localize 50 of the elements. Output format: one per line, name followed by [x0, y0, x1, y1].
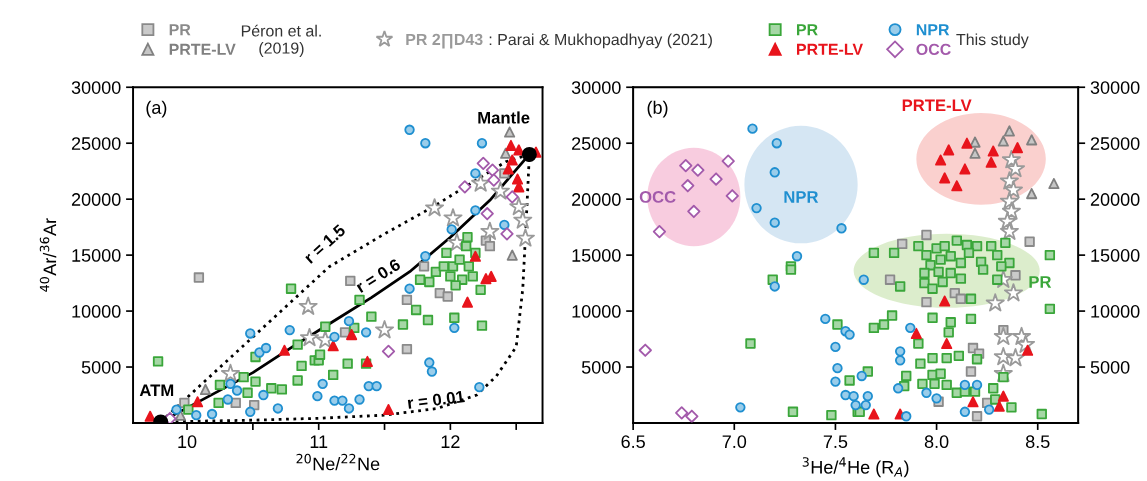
y2-tick-label: 25000: [1090, 137, 1140, 150]
legend-label: PR: [169, 24, 191, 36]
y-tick-label: 20000: [71, 193, 121, 206]
y2-tick-label: 20000: [1090, 193, 1140, 206]
x-tick-label: 7.5: [823, 435, 848, 449]
y2-tick-label: 30000: [1090, 81, 1140, 94]
x-tick-label: 8.0: [924, 435, 949, 449]
y-tick-label: 25000: [572, 137, 621, 150]
x-tick-label: 12: [441, 435, 460, 448]
y-tick-label: 20000: [572, 193, 621, 206]
text: : Parai & Mukhopadhyay (2021): [489, 33, 712, 49]
y-tick-label: 15000: [572, 249, 621, 262]
y-axis-title: $^{40}$Ar/$^{36}$Ar: [39, 218, 57, 292]
annotation: ATM: [139, 384, 174, 397]
annotation: OCC: [639, 191, 676, 203]
text: This study: [956, 33, 1029, 49]
legend-label: PRTE-LV: [796, 43, 863, 55]
annotation: PR: [1029, 276, 1052, 288]
annotation: r = 0.01: [407, 390, 465, 409]
y-tick-label: 30000: [571, 81, 621, 94]
x-tick-label: 7.0: [722, 435, 747, 449]
annotation: (b): [647, 100, 668, 118]
legend-label: OCC: [916, 43, 951, 56]
y-tick-label: 5000: [81, 360, 121, 374]
x-axis-title: $^{20}$Ne/$^{22}$Ne: [296, 453, 380, 471]
y-tick-label: 10000: [572, 305, 621, 318]
text: Péron et al. (2019): [241, 24, 321, 57]
legend-label: PRTE-LV: [169, 43, 236, 55]
legend-label: PR 2∏D43: [406, 33, 483, 49]
legend-label: PR: [796, 24, 818, 36]
x-tick-label: 8.5: [1025, 435, 1050, 449]
y2-tick-label: 5000: [1090, 360, 1130, 374]
x-tick-label: 11: [310, 435, 328, 448]
x-axis-title: $^{3}$He/$^{4}$He (R$_{A}$): [802, 457, 909, 478]
y-tick-label: 25000: [71, 137, 121, 150]
y-tick-label: 10000: [72, 305, 121, 318]
y-tick-label: 5000: [581, 360, 621, 374]
y2-tick-label: 15000: [1091, 249, 1140, 262]
annotation: r = 0.6: [355, 258, 402, 294]
annotation: (a): [146, 100, 167, 118]
y2-tick-label: 10000: [1091, 305, 1140, 318]
annotation: r = 1.5: [303, 223, 347, 264]
y-tick-label: 30000: [71, 81, 121, 94]
annotation: Mantle: [478, 111, 530, 124]
annotation: PRTE-LV: [902, 99, 972, 112]
x-tick-label: 10: [178, 435, 197, 449]
legend-label: NPR: [916, 24, 950, 36]
annotation: NPR: [784, 191, 819, 203]
x-tick-label: 6.5: [621, 435, 645, 449]
y-tick-label: 15000: [72, 249, 121, 262]
